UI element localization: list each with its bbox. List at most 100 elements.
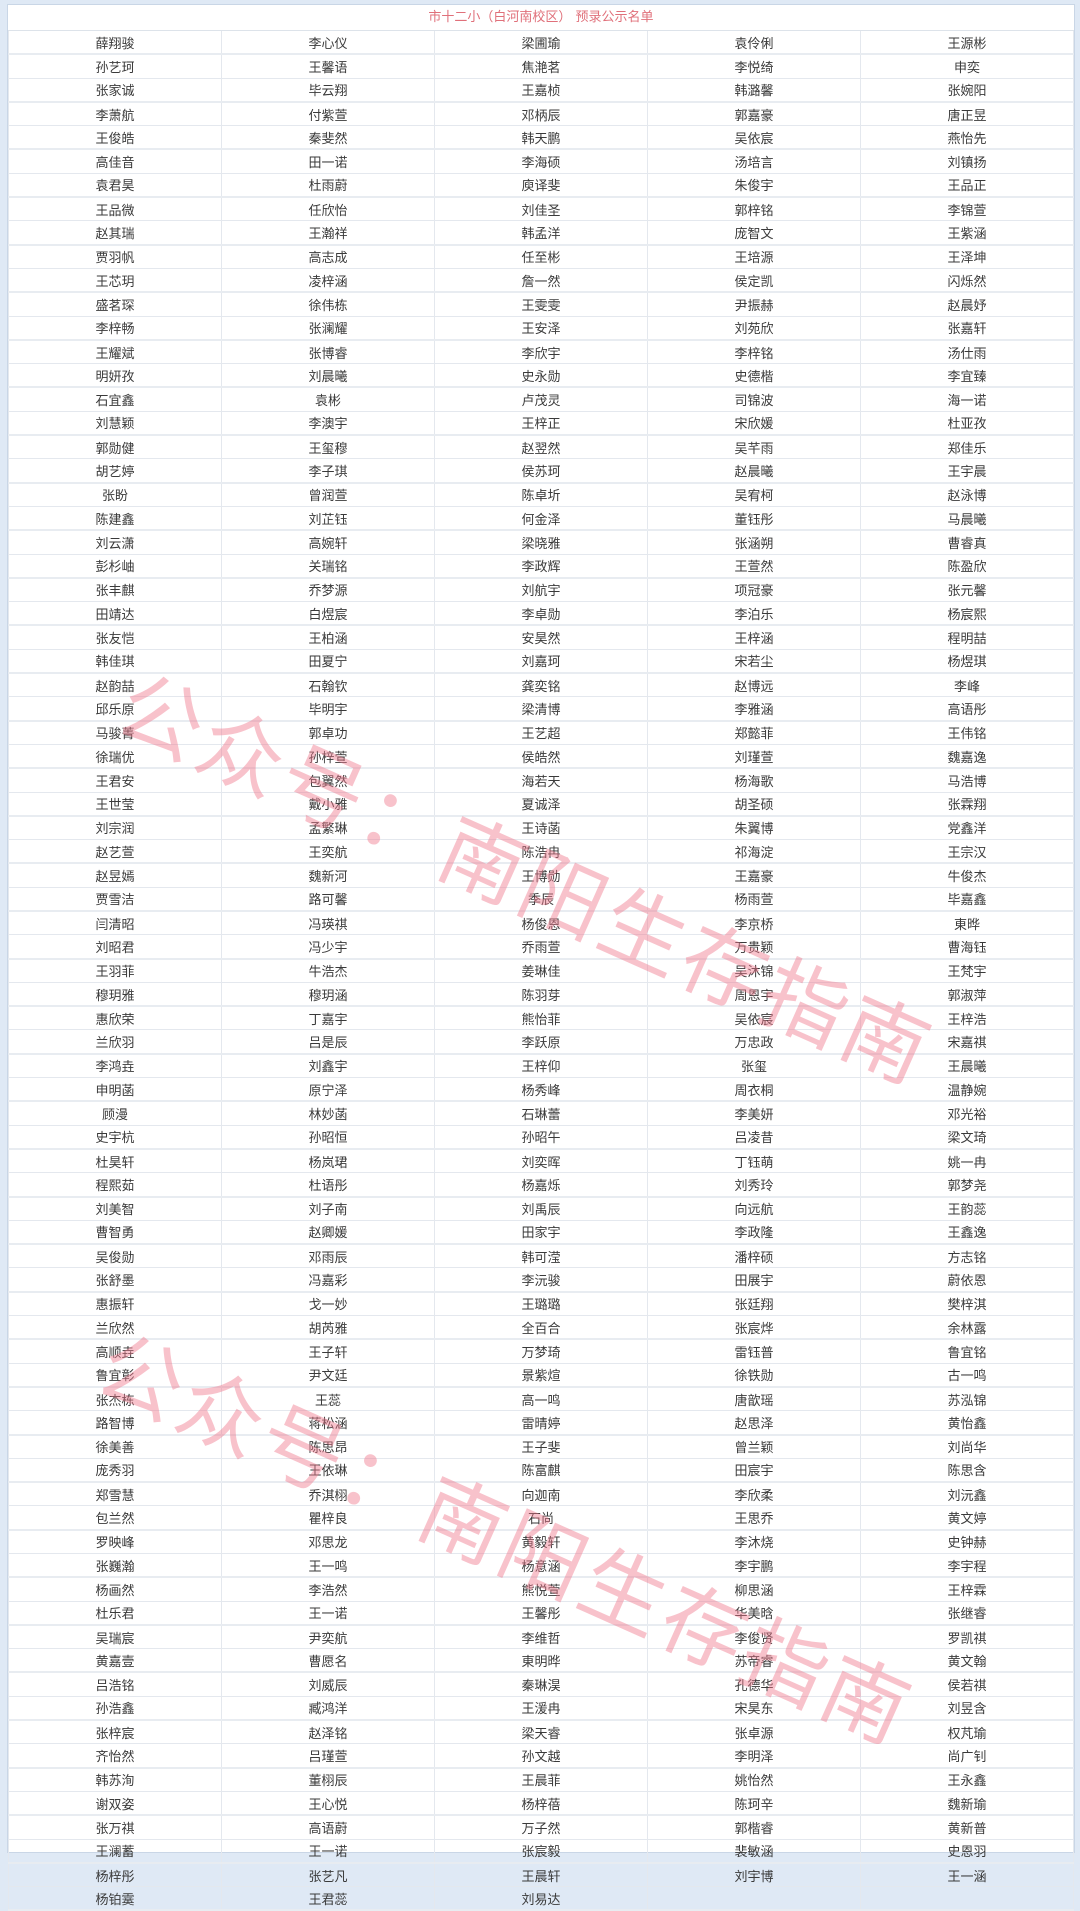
name-cell: 程明喆 <box>860 625 1074 650</box>
name-cell: 王世莹 <box>8 792 222 817</box>
name-cell: 赵韵喆 <box>8 673 222 698</box>
table-row: 张万祺 高语蔚 万子然 郭楷睿 黄新普 <box>8 1815 1074 1840</box>
table-row: 申明菡 原宁泽 杨秀峰 周衣桐 温静婉 <box>8 1077 1074 1103</box>
name-cell: 毕明宇 <box>221 696 435 722</box>
name-cell: 黄文婷 <box>860 1505 1074 1531</box>
name-cell: 黄毅轩 <box>434 1529 648 1554</box>
table-row: 贾雪洁 路可馨 季辰 杨雨萱 毕嘉鑫 <box>8 887 1074 912</box>
name-cell: 曹愿名 <box>221 1648 435 1674</box>
name-cell: 雷晴婷 <box>434 1410 648 1436</box>
name-cell: 王培源 <box>647 244 861 269</box>
name-cell: 刘宗润 <box>8 815 222 841</box>
table-row: 路智博 蒋松涵 雷晴婷 赵思泽 黄怡鑫 <box>8 1410 1074 1436</box>
name-cell: 李梓铭 <box>647 339 861 365</box>
name-cell: 赵思泽 <box>647 1410 861 1436</box>
name-cell: 徐瑞优 <box>8 744 222 770</box>
name-cell: 李海硕 <box>434 149 648 174</box>
name-cell: 潘梓硕 <box>647 1244 861 1269</box>
name-cell: 刘美智 <box>8 1196 222 1221</box>
name-cell: 刘佳圣 <box>434 197 648 222</box>
name-cell: 徐美善 <box>8 1434 222 1459</box>
name-cell: 冯嘉彩 <box>221 1267 435 1293</box>
name-cell: 戴小雅 <box>221 792 435 817</box>
name-cell: 盛茗琛 <box>8 292 222 317</box>
name-cell: 刘尚华 <box>860 1434 1074 1459</box>
name-cell: 李锦萱 <box>860 197 1074 222</box>
name-cell: 吴依宸 <box>647 1006 861 1031</box>
name-cell: 包兰然 <box>8 1505 222 1531</box>
name-cell: 赵泳博 <box>860 482 1074 507</box>
name-cell: 侯定凯 <box>647 268 861 294</box>
name-cell: 史德楷 <box>647 363 861 389</box>
name-cell: 闪烁然 <box>860 268 1074 294</box>
name-cell: 刘沅鑫 <box>860 1482 1074 1507</box>
name-cell: 刘昭君 <box>8 934 222 960</box>
name-cell: 王博勋 <box>434 863 648 888</box>
table-row: 惠振轩 戈一妙 王璐璐 张廷翔 樊梓淇 <box>8 1291 1074 1317</box>
name-cell: 王艺超 <box>434 720 648 745</box>
name-cell: 黄嘉壹 <box>8 1648 222 1674</box>
name-cell: 王晨轩 <box>434 1862 648 1888</box>
name-cell: 杜亚孜 <box>860 411 1074 437</box>
table-row: 李鸿垚 刘鑫宇 王梓仰 张玺 王晨曦 <box>8 1053 1074 1079</box>
name-cell: 魏嘉逸 <box>860 744 1074 770</box>
name-cell: 秦琳淏 <box>434 1672 648 1697</box>
name-cell: 司锦波 <box>647 387 861 412</box>
name-cell: 彭杉岫 <box>8 554 222 579</box>
name-cell: 郑佳乐 <box>860 435 1074 460</box>
name-cell: 祁海淀 <box>647 839 861 865</box>
name-cell: 王子轩 <box>221 1339 435 1364</box>
name-cell: 乔梦源 <box>221 577 435 603</box>
name-cell: 王宗汉 <box>860 839 1074 865</box>
name-cell: 王馨语 <box>221 54 435 79</box>
name-cell: 李俊贤 <box>647 1624 861 1650</box>
table-row: 张丰麒 乔梦源 刘航宇 项冠豪 张元馨 <box>8 577 1074 603</box>
name-cell: 张舒墨 <box>8 1267 222 1293</box>
name-cell: 王梓仰 <box>434 1053 648 1079</box>
name-cell: 兰欣然 <box>8 1315 222 1341</box>
name-cell: 王依琳 <box>221 1458 435 1484</box>
name-cell: 韩可滢 <box>434 1244 648 1269</box>
name-cell: 梁圃瑜 <box>434 31 648 56</box>
name-cell: 徐伟栋 <box>221 292 435 317</box>
name-cell: 吴依宸 <box>647 125 861 151</box>
name-cell: 田家宇 <box>434 1220 648 1246</box>
name-cell: 陈浩冉 <box>434 839 648 865</box>
name-cell: 周恩宇 <box>647 982 861 1008</box>
name-cell: 杜语彤 <box>221 1172 435 1198</box>
name-cell: 鲁宜彰 <box>8 1363 222 1388</box>
table-row: 彭杉岫 关瑞铭 李政辉 王萱然 陈盈欣 <box>8 554 1074 579</box>
name-cell: 余林露 <box>860 1315 1074 1341</box>
name-cell: 罗映峰 <box>8 1529 222 1554</box>
table-row: 李梓畅 张澜耀 王安泽 刘苑欣 张嘉轩 <box>8 316 1074 341</box>
name-cell: 王君安 <box>8 768 222 793</box>
name-cell: 王伟铭 <box>860 720 1074 745</box>
name-cell: 李宜臻 <box>860 363 1074 389</box>
name-cell: 凌梓涵 <box>221 268 435 294</box>
name-cell: 王诗菡 <box>434 815 648 841</box>
name-cell: 庾译斐 <box>434 173 648 199</box>
name-cell: 李心仪 <box>221 31 435 56</box>
name-cell: 赵其瑞 <box>8 220 222 246</box>
name-cell: 赵晨曦 <box>647 458 861 484</box>
name-cell: 赵泽铭 <box>221 1720 435 1745</box>
name-cell: 吴俊勋 <box>8 1244 222 1269</box>
name-cell: 孙艺珂 <box>8 54 222 79</box>
name-cell: 杜雨蔚 <box>221 173 435 199</box>
name-cell: 李卓勋 <box>434 601 648 627</box>
name-cell: 张博睿 <box>221 339 435 365</box>
name-cell: 申明菡 <box>8 1077 222 1103</box>
name-cell <box>860 1886 1074 1911</box>
name-cell: 李维哲 <box>434 1624 648 1650</box>
name-cell: 尹振赫 <box>647 292 861 317</box>
name-cell: 王嘉豪 <box>647 863 861 888</box>
name-cell: 穆玥涵 <box>221 982 435 1008</box>
name-cell: 黄新普 <box>860 1815 1074 1840</box>
name-cell: 张霖翔 <box>860 792 1074 817</box>
name-cell: 陈珂辛 <box>647 1791 861 1817</box>
name-cell: 汤仕雨 <box>860 339 1074 365</box>
name-cell: 郑懿菲 <box>647 720 861 745</box>
name-cell: 任至彬 <box>434 244 648 269</box>
name-cell: 杨梓彤 <box>8 1862 222 1888</box>
name-cell: 陈建鑫 <box>8 506 222 532</box>
